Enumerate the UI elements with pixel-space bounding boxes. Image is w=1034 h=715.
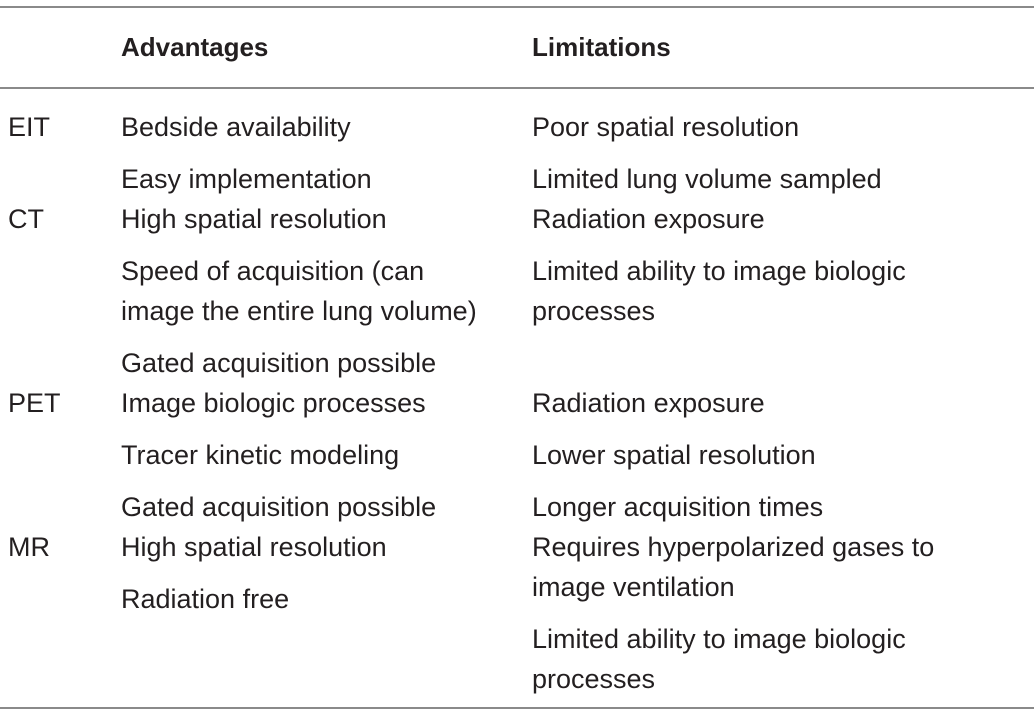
table-top-rule [0, 6, 1034, 8]
table-bottom-rule [0, 707, 1034, 709]
modality-pet: PET [8, 388, 61, 418]
ct-advantage-1: High spatial resolution [121, 204, 387, 234]
pet-limitation-1: Radiation exposure [532, 388, 765, 418]
ct-limitation-2-line-1: Limited ability to image biologic [532, 256, 906, 286]
ct-limitation-1: Radiation exposure [532, 204, 765, 234]
pet-advantage-3: Gated acquisition possible [121, 492, 437, 522]
pet-limitation-3: Longer acquisition times [532, 492, 824, 522]
modality-eit: EIT [8, 112, 51, 142]
header-limitations: Limitations [532, 32, 671, 62]
modality-ct: CT [8, 204, 44, 234]
mr-advantage-1: High spatial resolution [121, 532, 387, 562]
eit-advantage-1: Bedside availability [121, 112, 351, 142]
header-advantages: Advantages [121, 32, 269, 62]
mr-limitation-2-line-1: Limited ability to image biologic [532, 624, 906, 654]
mr-limitation-1-line-2: image ventilation [532, 572, 735, 602]
eit-limitation-1: Poor spatial resolution [532, 112, 800, 142]
mr-limitation-1-line-1: Requires hyperpolarized gases to [532, 532, 935, 562]
mr-limitation-2-line-2: processes [532, 664, 656, 694]
eit-limitation-2: Limited lung volume sampled [532, 164, 882, 194]
modality-mr: MR [8, 532, 50, 562]
ct-limitation-2-line-2: processes [532, 296, 656, 326]
eit-advantage-2: Easy implementation [121, 164, 372, 194]
pet-advantage-1: Image biologic processes [121, 388, 426, 418]
ct-advantage-2-line-1: Speed of acquisition (can [121, 256, 425, 286]
ct-advantage-3: Gated acquisition possible [121, 348, 437, 378]
table-header-rule [0, 87, 1034, 89]
pet-advantage-2: Tracer kinetic modeling [121, 440, 400, 470]
ct-advantage-2-line-2: image the entire lung volume) [121, 296, 477, 326]
mr-advantage-2: Radiation free [121, 584, 290, 614]
pet-limitation-2: Lower spatial resolution [532, 440, 816, 470]
